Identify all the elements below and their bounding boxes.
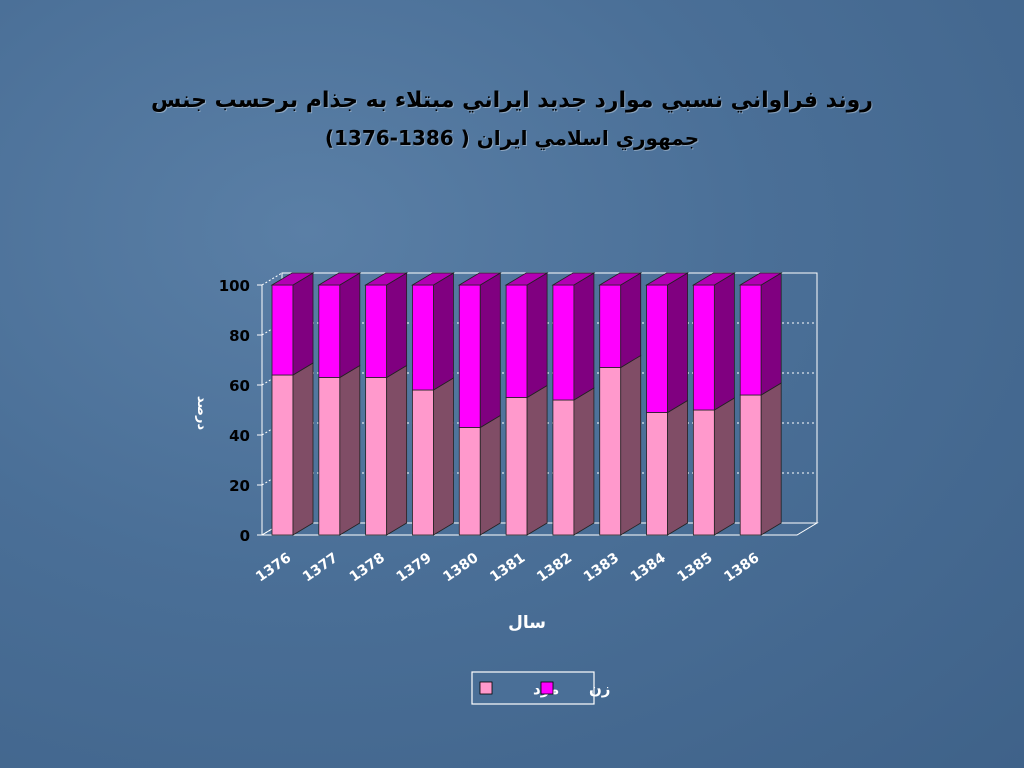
x-tick-label: 1385: [675, 550, 716, 585]
bar-side-1385-series-1: [713, 272, 735, 411]
bar-side-1380-series-0: [479, 414, 501, 536]
y-tick-label: 80: [229, 327, 250, 345]
bar-1384-series-1: [646, 284, 668, 413]
bar-side-1382-series-0: [573, 387, 595, 536]
y-tick-label: 0: [240, 527, 250, 545]
y-tick-label: 40: [229, 427, 250, 445]
bar-1381-series-1: [505, 284, 528, 398]
x-tick-label: 1379: [394, 550, 435, 585]
bar-1378-series-0: [365, 377, 388, 536]
y-tick-label: 100: [219, 277, 250, 295]
y-tick-label: 20: [229, 477, 250, 495]
bar-top-1386: [738, 272, 783, 286]
x-tick-label: 1384: [628, 550, 669, 586]
bar-1384-series-0: [646, 412, 668, 536]
bar-1376-series-0: [271, 374, 294, 536]
bar-side-1377-series-1: [339, 272, 361, 379]
bar-side-1382-series-1: [573, 272, 595, 401]
bar-1378-series-1: [365, 284, 388, 378]
bar-1379-series-0: [412, 389, 434, 536]
bar-top-1376: [270, 272, 315, 286]
x-tick-label: 1380: [440, 550, 481, 586]
legend-swatch-0: [479, 681, 493, 695]
bar-1379-series-1: [412, 284, 434, 391]
x-tick-label: 1386: [721, 550, 762, 585]
bar-1382-series-0: [552, 399, 575, 536]
bar-side-1378-series-1: [386, 272, 408, 379]
bar-top-1379: [411, 272, 455, 286]
x-tick-label: 1377: [300, 550, 341, 585]
bar-side-1381-series-1: [526, 272, 548, 399]
bar-1381-series-0: [505, 397, 528, 536]
bar-side-1377-series-0: [339, 364, 361, 536]
bar-1380-series-0: [458, 427, 481, 536]
bar-1377-series-1: [318, 284, 341, 378]
y-tick-label: 60: [229, 377, 250, 395]
bar-side-1386-series-1: [760, 272, 782, 396]
bar-top-1381: [504, 272, 549, 286]
bar-top-1385: [691, 272, 736, 286]
bar-top-1378: [364, 272, 409, 286]
y-axis-label: درصد: [194, 396, 209, 431]
x-tick-label: 1378: [347, 550, 388, 585]
bar-top-1382: [551, 272, 596, 286]
chart-title: روند فراواني نسبي موارد جديد ايراني مبتل…: [151, 88, 873, 113]
bar-side-1378-series-0: [386, 364, 408, 536]
bar-1380-series-1: [458, 284, 481, 428]
legend-label-1: زن: [589, 680, 610, 698]
bar-side-1380-series-1: [479, 272, 501, 429]
legend-swatch-1: [540, 681, 554, 695]
x-axis-label: سال: [508, 613, 546, 633]
bar-1385-series-0: [692, 409, 715, 536]
bar-side-1381-series-0: [526, 384, 548, 536]
bar-side-1379-series-1: [433, 272, 454, 391]
bar-1386-series-1: [739, 284, 762, 396]
bar-side-1384-series-0: [667, 399, 688, 536]
plot-back-wall: [281, 272, 818, 524]
bar-1385-series-1: [692, 284, 715, 411]
x-tick-label: 1382: [534, 550, 575, 585]
bar-1377-series-0: [318, 377, 341, 536]
chart-subtitle: جمهوري اسلامي ايران ( 1386-1376): [324, 126, 700, 150]
bar-top-1377: [317, 272, 362, 286]
x-tick-label: 1376: [253, 550, 294, 585]
bar-side-1386-series-0: [760, 382, 782, 536]
bar-side-1379-series-0: [433, 377, 454, 536]
bar-1383-series-0: [599, 367, 622, 536]
bar-top-1380: [457, 272, 502, 286]
bar-1383-series-1: [599, 284, 622, 368]
bar-side-1376-series-1: [292, 272, 314, 376]
bar-top-1384: [645, 272, 689, 286]
bar-side-1383-series-1: [620, 272, 642, 369]
bar-side-1384-series-1: [667, 272, 688, 414]
bar-side-1383-series-0: [620, 354, 642, 536]
bar-top-1383: [598, 272, 643, 286]
bar-1382-series-1: [552, 284, 575, 401]
bar-side-1385-series-0: [713, 397, 735, 536]
x-tick-label: 1381: [487, 550, 528, 585]
bar-1376-series-1: [271, 284, 294, 376]
x-tick-label: 1383: [581, 550, 622, 585]
bar-1386-series-0: [739, 394, 762, 536]
bar-side-1376-series-0: [292, 362, 314, 536]
